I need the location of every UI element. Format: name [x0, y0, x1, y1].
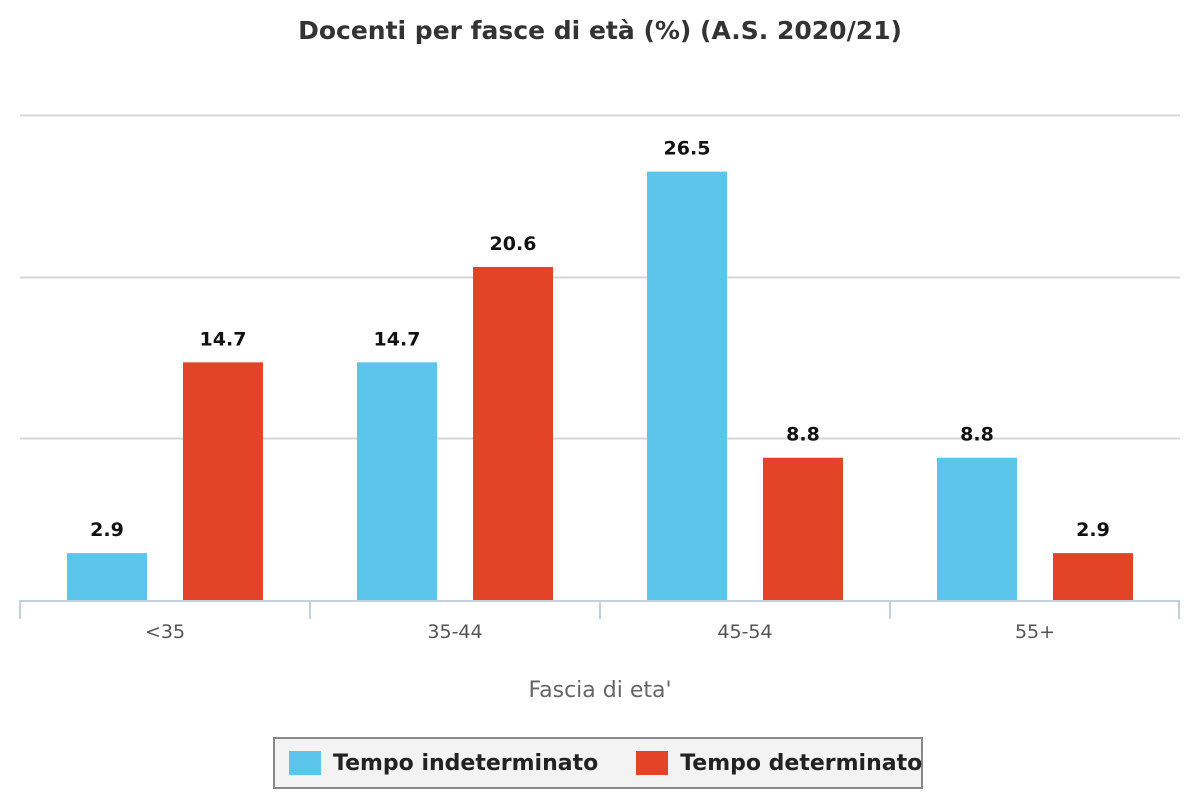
- x-tick-label: <35: [145, 621, 185, 643]
- bar-series-1-1[interactable]: [357, 362, 437, 600]
- bars: [67, 171, 1133, 601]
- legend-label-series-1: Tempo indeterminato: [333, 750, 599, 776]
- bar-series-2-2[interactable]: [763, 457, 843, 600]
- data-label: 14.7: [374, 328, 421, 350]
- legend: Tempo indeterminato Tempo determinato: [273, 737, 923, 789]
- bar-series-2-0[interactable]: [183, 362, 263, 600]
- x-axis-title: Fascia di eta': [528, 678, 671, 703]
- data-label: 2.9: [90, 519, 124, 541]
- legend-item-series-2[interactable]: Tempo determinato: [636, 751, 922, 776]
- bar-series-2-3[interactable]: [1053, 553, 1133, 600]
- legend-swatch-series-1: [289, 751, 321, 775]
- data-label: 2.9: [1076, 519, 1110, 541]
- data-label: 20.6: [490, 233, 537, 255]
- x-axis: <35 35-44 45-54 55+: [19, 600, 1180, 643]
- x-tick-label: 45-54: [717, 621, 772, 643]
- bar-series-2-1[interactable]: [473, 266, 553, 600]
- data-label: 14.7: [200, 328, 247, 350]
- legend-label-series-2: Tempo determinato: [680, 750, 923, 776]
- data-labels: 2.9 14.7 14.7 20.6 26.5 8.8 8.8 2.9: [90, 138, 1110, 542]
- x-tick-label: 35-44: [427, 621, 482, 643]
- bar-series-1-3[interactable]: [937, 457, 1017, 600]
- legend-swatch-series-2: [636, 751, 669, 775]
- data-label: 8.8: [960, 424, 994, 446]
- bar-series-1-2[interactable]: [647, 171, 727, 601]
- data-label: 8.8: [786, 424, 820, 446]
- legend-item-series-1[interactable]: Tempo indeterminato: [289, 751, 598, 776]
- bar-series-1-0[interactable]: [67, 553, 147, 600]
- x-tick-label: 55+: [1015, 621, 1055, 643]
- chart-title: Docenti per fasce di età (%) (A.S. 2020/…: [298, 16, 902, 45]
- data-label: 26.5: [664, 138, 711, 160]
